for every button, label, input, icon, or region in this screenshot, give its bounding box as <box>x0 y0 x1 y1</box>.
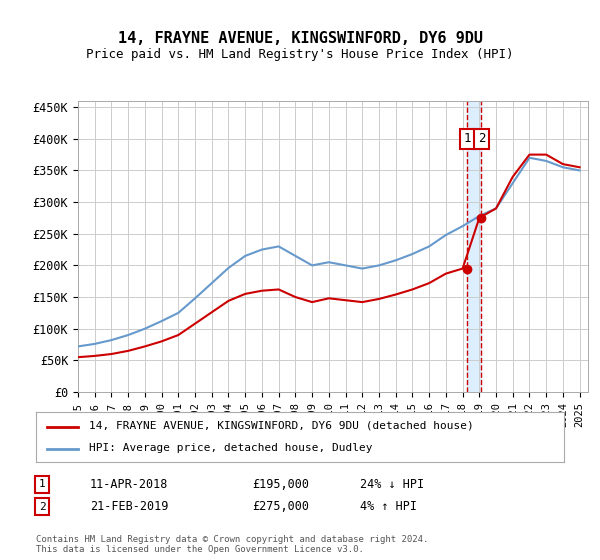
Text: Price paid vs. HM Land Registry's House Price Index (HPI): Price paid vs. HM Land Registry's House … <box>86 48 514 60</box>
Text: £195,000: £195,000 <box>252 478 309 491</box>
Text: 2: 2 <box>38 502 46 512</box>
Text: 2: 2 <box>478 132 485 145</box>
Text: HPI: Average price, detached house, Dudley: HPI: Average price, detached house, Dudl… <box>89 444 372 454</box>
Text: 21-FEB-2019: 21-FEB-2019 <box>90 500 169 514</box>
Text: 1: 1 <box>463 132 471 145</box>
Text: 14, FRAYNE AVENUE, KINGSWINFORD, DY6 9DU: 14, FRAYNE AVENUE, KINGSWINFORD, DY6 9DU <box>118 31 482 46</box>
Text: 1: 1 <box>38 479 46 489</box>
Text: 4% ↑ HPI: 4% ↑ HPI <box>360 500 417 514</box>
Text: 24% ↓ HPI: 24% ↓ HPI <box>360 478 424 491</box>
Text: Contains HM Land Registry data © Crown copyright and database right 2024.
This d: Contains HM Land Registry data © Crown c… <box>36 535 428 554</box>
Bar <box>467 101 481 392</box>
Text: 14, FRAYNE AVENUE, KINGSWINFORD, DY6 9DU (detached house): 14, FRAYNE AVENUE, KINGSWINFORD, DY6 9DU… <box>89 421 473 431</box>
Text: £275,000: £275,000 <box>252 500 309 514</box>
Text: 11-APR-2018: 11-APR-2018 <box>90 478 169 491</box>
